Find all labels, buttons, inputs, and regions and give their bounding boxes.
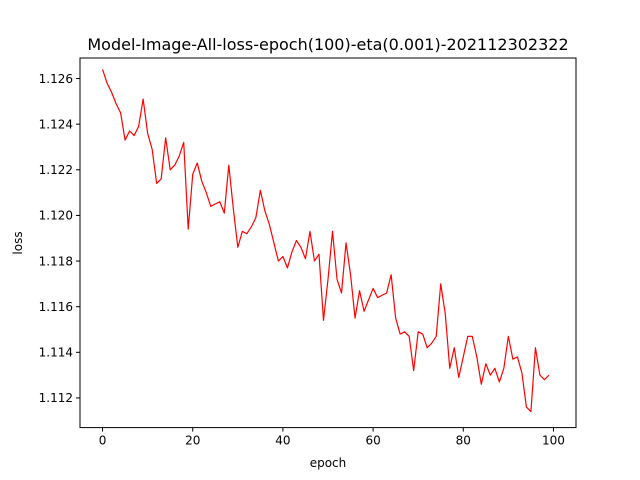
y-axis-label: loss: [11, 231, 25, 254]
x-tick-label: 100: [542, 434, 565, 448]
x-tick-label: 60: [365, 434, 380, 448]
y-tick-label: 1.112: [39, 391, 73, 405]
y-tick-label: 1.114: [39, 346, 73, 360]
y-tick-label: 1.118: [39, 254, 73, 268]
series-line-0: [101, 69, 550, 413]
y-tick-label: 1.116: [39, 300, 73, 314]
x-tick-label: 40: [275, 434, 290, 448]
x-tick-label: 0: [99, 434, 107, 448]
plot-frame: [79, 57, 577, 429]
x-axis-label: epoch: [310, 456, 347, 470]
chart-title: Model-Image-All-loss-epoch(100)-eta(0.00…: [87, 35, 568, 54]
x-tick-label: 20: [185, 434, 200, 448]
y-tick-label: 1.126: [39, 72, 73, 86]
y-tick-label: 1.122: [39, 163, 73, 177]
x-tick-label: 80: [456, 434, 471, 448]
y-tick-label: 1.124: [39, 117, 73, 131]
y-tick-label: 1.120: [39, 209, 73, 223]
